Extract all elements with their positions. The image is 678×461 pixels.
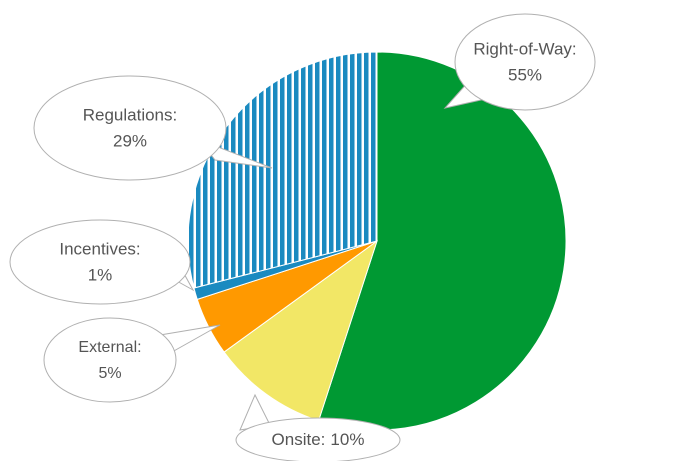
category-label: Right-of-Way: [473, 39, 576, 58]
value-label: 5% [98, 365, 121, 382]
callout-bubble [9, 219, 191, 305]
callout-bubble [43, 317, 177, 403]
category-label: External: [78, 339, 141, 356]
category-label: Regulations: [83, 105, 178, 124]
callout-bubble [33, 75, 227, 181]
value-label: 55% [508, 65, 542, 84]
value-label: 29% [113, 131, 147, 150]
callout-bubble [235, 417, 401, 461]
data-label: Onsite: 10% [272, 430, 365, 449]
callout-bubble [454, 13, 596, 111]
pie-slice [187, 51, 378, 289]
category-label: Onsite: [272, 430, 326, 449]
value-label: 10% [330, 430, 364, 449]
category-label: Incentives: [59, 239, 140, 258]
value-label: 1% [88, 265, 113, 284]
